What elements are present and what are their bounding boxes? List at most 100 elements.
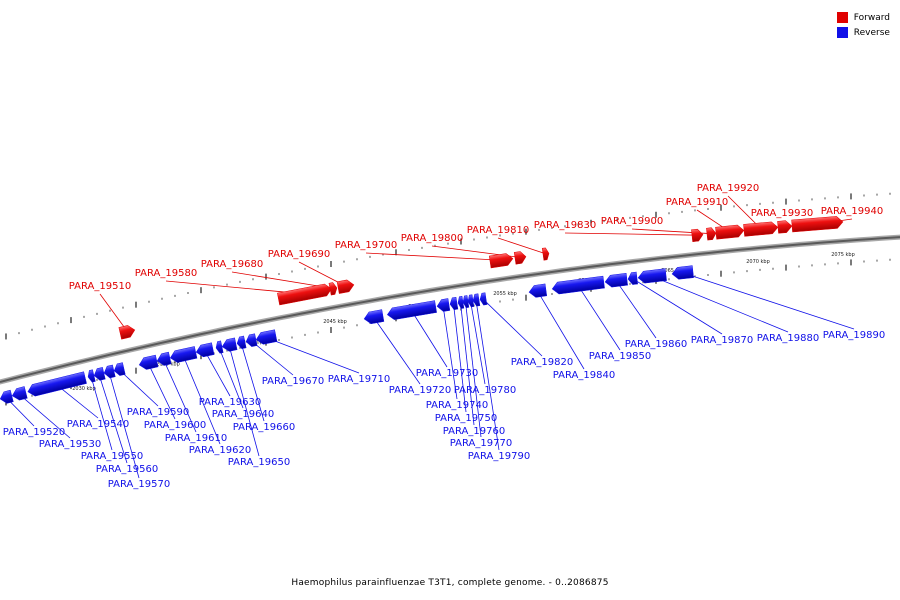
reverse-gene-label[interactable]: PARA_19850 (589, 351, 651, 362)
reverse-gene-para_19840[interactable] (528, 283, 548, 298)
reverse-gene-label[interactable]: PARA_19820 (511, 357, 573, 368)
legend-forward[interactable]: Forward (836, 10, 890, 25)
reverse-gene-label[interactable]: PARA_19620 (189, 445, 251, 456)
forward-gene-label[interactable]: PARA_19690 (268, 249, 330, 260)
forward-gene-label[interactable]: PARA_19930 (751, 208, 813, 219)
reverse-gene-label[interactable]: PARA_19760 (443, 426, 505, 437)
forward-gene-label[interactable]: PARA_19810 (467, 225, 529, 236)
reverse-gene-label[interactable]: PARA_19560 (96, 464, 158, 475)
forward-gene-label[interactable]: PARA_19680 (201, 259, 263, 270)
reverse-gene-para_19550[interactable] (87, 369, 96, 383)
reverse-gene-para_19570[interactable] (103, 364, 116, 379)
reverse-gene-para_19890[interactable] (671, 265, 694, 280)
reverse-gene-label[interactable]: PARA_19740 (426, 400, 488, 411)
forward-gene-para_19800[interactable] (513, 251, 527, 265)
forward-gene-label[interactable]: PARA_19920 (697, 183, 759, 194)
reverse-gene-label[interactable]: PARA_19640 (212, 409, 274, 420)
reverse-gene-para_19660[interactable] (236, 335, 247, 349)
reverse-gene-para_19640[interactable] (215, 340, 224, 354)
reverse-leader-line (204, 350, 231, 397)
reverse-gene-para_19600[interactable] (138, 354, 159, 371)
reverse-gene-para_19630[interactable] (195, 342, 215, 358)
legend-forward-label: Forward (853, 12, 890, 23)
reverse-gene-label[interactable]: PARA_19870 (691, 335, 753, 346)
reverse-gene-label[interactable]: PARA_19790 (468, 451, 530, 462)
forward-gene-label[interactable]: PARA_19800 (401, 233, 463, 244)
legend-reverse[interactable]: Reverse (836, 25, 890, 40)
reverse-gene-para_19650[interactable] (221, 337, 238, 353)
reverse-gene-label[interactable]: PARA_19590 (127, 407, 189, 418)
reverse-gene-label[interactable]: PARA_19650 (228, 457, 290, 468)
reverse-gene-para_19820[interactable] (479, 292, 488, 306)
reverse-gene-label[interactable]: PARA_19880 (757, 333, 819, 344)
reverse-gene-para_19620[interactable] (169, 346, 198, 363)
reverse-gene-para_19760[interactable] (457, 295, 465, 309)
reverse-gene-label[interactable]: PARA_19610 (165, 433, 227, 444)
reverse-gene-para_19560[interactable] (93, 367, 106, 381)
reverse-gene-para_19520[interactable] (0, 389, 14, 405)
forward-gene-para_19940[interactable] (791, 216, 844, 233)
forward-swatch (836, 12, 848, 23)
reverse-gene-para_19720[interactable] (363, 309, 385, 325)
reverse-gene-label[interactable]: PARA_19600 (144, 420, 206, 431)
forward-gene-para_19510[interactable] (118, 324, 136, 340)
reverse-gene-para_19710[interactable] (255, 329, 278, 346)
forward-gene-para_19830[interactable] (691, 228, 704, 242)
forward-gene-label[interactable]: PARA_19580 (135, 268, 197, 279)
forward-gene-para_19690[interactable] (336, 279, 355, 294)
forward-gene-label[interactable]: PARA_19910 (666, 197, 728, 208)
reverse-leader-line (118, 369, 159, 407)
reverse-gene-label[interactable]: PARA_19890 (823, 330, 885, 341)
reverse-gene-para_19670[interactable] (245, 333, 258, 348)
reverse-gene-label[interactable]: PARA_19840 (553, 370, 615, 381)
reverse-gene-label[interactable]: PARA_19770 (450, 438, 512, 449)
reverse-gene-label[interactable]: PARA_19670 (262, 376, 324, 387)
reverse-gene-label[interactable]: PARA_19570 (108, 479, 170, 490)
reverse-gene-para_19590[interactable] (113, 362, 126, 377)
forward-gene-label[interactable]: PARA_19700 (335, 240, 397, 251)
reverse-gene-para_19610[interactable] (156, 351, 172, 367)
scale-tick-label: 2055 kbp (493, 291, 517, 297)
forward-gene-para_19930[interactable] (777, 220, 793, 234)
forward-gene-label[interactable]: PARA_19510 (69, 281, 131, 292)
reverse-gene-para_19860[interactable] (604, 272, 628, 288)
reverse-leader-line (651, 275, 789, 333)
reverse-gene-label[interactable]: PARA_19750 (435, 413, 497, 424)
reverse-leader-line (250, 340, 294, 376)
reverse-gene-label[interactable]: PARA_19730 (416, 368, 478, 379)
reverse-gene-para_19750[interactable] (449, 296, 459, 310)
forward-gene-para_19900[interactable] (706, 227, 717, 241)
reverse-gene-label[interactable]: PARA_19780 (454, 385, 516, 396)
reverse-gene-label[interactable]: PARA_19720 (389, 385, 451, 396)
reverse-gene-para_19740[interactable] (436, 298, 451, 313)
reverse-gene-para_19790[interactable] (472, 293, 481, 307)
forward-gene-para_19910[interactable] (715, 224, 745, 240)
reverse-gene-para_19540[interactable] (26, 371, 87, 398)
reverse-gene-para_19880[interactable] (637, 268, 667, 284)
reverse-gene-para_19730[interactable] (386, 300, 437, 321)
forward-gene-label[interactable]: PARA_19830 (534, 220, 596, 231)
forward-gene-label[interactable]: PARA_19940 (821, 206, 883, 217)
reverse-gene-label[interactable]: PARA_19710 (328, 374, 390, 385)
reverse-gene-para_19870[interactable] (627, 271, 638, 285)
reverse-gene-label[interactable]: PARA_19530 (39, 439, 101, 450)
reverse-gene-label[interactable]: PARA_19520 (3, 427, 65, 438)
forward-leader-line (365, 252, 502, 261)
reverse-gene-label[interactable]: PARA_19660 (233, 422, 295, 433)
reverse-gene-label[interactable]: PARA_19540 (67, 419, 129, 430)
reverse-leader-line (56, 384, 99, 419)
forward-gene-para_19580[interactable] (277, 283, 332, 306)
forward-gene-para_19810[interactable] (541, 247, 550, 261)
forward-gene-para_19680[interactable] (328, 282, 338, 296)
forward-leader-line (165, 280, 306, 295)
reverse-gene-para_19770[interactable] (462, 295, 470, 309)
reverse-gene-label[interactable]: PARA_19630 (199, 397, 261, 408)
reverse-gene-para_19850[interactable] (551, 275, 605, 295)
reverse-gene-para_19530[interactable] (11, 386, 28, 402)
reverse-gene-para_19780[interactable] (467, 294, 475, 308)
reverse-gene-label[interactable]: PARA_19860 (625, 339, 687, 350)
forward-gene-para_19700[interactable] (488, 253, 514, 269)
forward-gene-label[interactable]: PARA_19900 (601, 216, 663, 227)
reverse-gene-label[interactable]: PARA_19550 (81, 451, 143, 462)
forward-gene-para_19920[interactable] (743, 221, 779, 237)
